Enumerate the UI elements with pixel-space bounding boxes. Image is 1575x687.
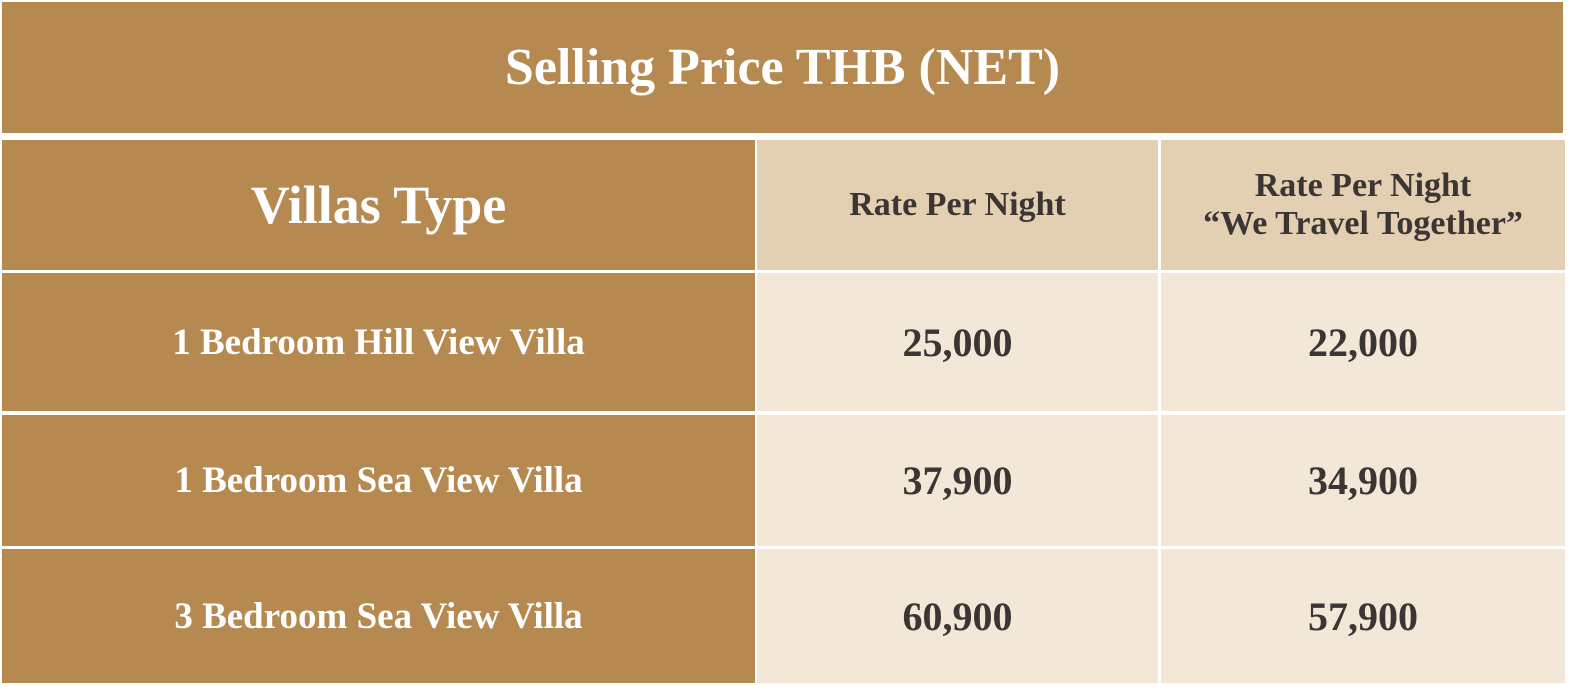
- rate: 34,900: [1161, 415, 1565, 546]
- header-text: “We Travel Together”: [1203, 205, 1523, 242]
- rate: 57,900: [1161, 549, 1565, 683]
- rate: 25,000: [757, 273, 1158, 411]
- villa-type: 1 Bedroom Sea View Villa: [2, 415, 755, 546]
- rate: 37,900: [757, 415, 1158, 546]
- column-header: Rate Per Night: [757, 140, 1158, 270]
- rate-value: 22,000: [1308, 319, 1418, 365]
- header-text: Rate Per Night: [849, 186, 1066, 223]
- title-bar: Selling Price THB (NET): [2, 2, 1563, 133]
- rate: 60,900: [757, 549, 1158, 683]
- header-text: Villas Type: [250, 175, 507, 235]
- rate-value: 57,900: [1308, 593, 1418, 639]
- rate-value: 60,900: [902, 593, 1013, 639]
- column-header: Villas Type: [2, 140, 755, 270]
- column-header: Rate Per Night “We Travel Together”: [1161, 140, 1565, 270]
- villa-type: 1 Bedroom Hill View Villa: [2, 273, 755, 411]
- rate-value: 34,900: [1308, 458, 1418, 503]
- rate: 22,000: [1161, 273, 1565, 411]
- title: Selling Price THB (NET): [504, 39, 1061, 96]
- header-text: Rate Per Night: [1254, 167, 1472, 204]
- rate-value: 25,000: [902, 319, 1013, 365]
- villa-name: 1 Bedroom Hill View Villa: [172, 321, 585, 363]
- villa-name: 1 Bedroom Sea View Villa: [174, 460, 583, 501]
- rate-value: 37,900: [902, 458, 1013, 503]
- villa-type: 3 Bedroom Sea View Villa: [2, 549, 755, 683]
- villa-name: 3 Bedroom Sea View Villa: [174, 595, 583, 637]
